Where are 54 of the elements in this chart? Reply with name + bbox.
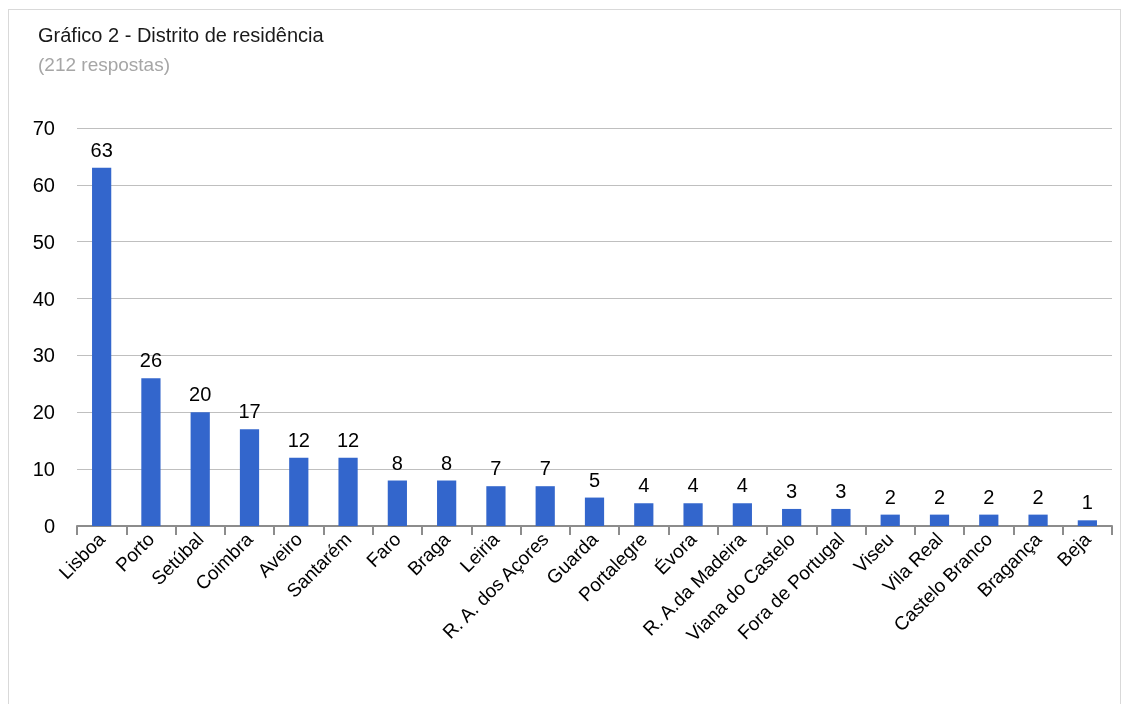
y-tick-label: 70 [32,117,55,139]
data-label: 4 [638,474,650,497]
bar [732,503,752,526]
data-label: 5 [588,468,601,491]
y-tick-label: 50 [32,230,55,253]
data-label: 12 [336,428,360,451]
bar [880,514,900,526]
chart-title: Gráfico 2 - Distrito de residência [38,24,325,46]
data-label: 8 [391,451,403,474]
bar [486,486,506,526]
data-label: 2 [983,485,995,508]
x-tick-label: Faro [362,528,405,572]
data-label: 1 [1081,491,1093,514]
data-label: 20 [189,383,212,406]
y-tick-label: 20 [32,401,55,424]
bar [634,503,654,526]
bar [289,457,309,526]
bar [1077,520,1097,526]
bar [535,486,555,526]
data-label: 7 [490,457,502,480]
y-tick-label: 60 [32,173,55,196]
bar [239,429,260,526]
data-label: 3 [786,479,798,502]
bar [92,167,112,526]
bar [831,508,851,526]
data-label: 63 [90,138,113,161]
data-label: 2 [933,485,946,508]
data-label: 2 [1032,485,1044,508]
bar [929,514,950,526]
data-label: 12 [287,428,310,451]
chart-subtitle: (212 respostas) [38,54,171,75]
bar [338,457,358,526]
y-tick-label: 30 [32,344,55,367]
bar [782,508,802,526]
x-tick-label: Beja [1053,528,1096,571]
data-label: 3 [835,479,847,502]
bar [387,480,407,526]
bar [190,412,210,526]
y-tick-label: 10 [32,458,55,481]
data-label: 2 [884,485,896,508]
bar [683,503,703,526]
bar [141,378,161,526]
bar [584,497,605,526]
y-tick-label: 40 [32,287,55,310]
data-label: 17 [238,400,261,423]
bar [437,480,457,526]
data-label: 8 [441,451,453,474]
data-label: 4 [687,474,699,497]
y-tick-label: 0 [43,515,55,537]
data-label: 7 [539,457,551,480]
bar [979,514,999,526]
data-label: 26 [139,349,163,372]
bar [1028,514,1048,526]
data-label: 4 [736,474,748,497]
